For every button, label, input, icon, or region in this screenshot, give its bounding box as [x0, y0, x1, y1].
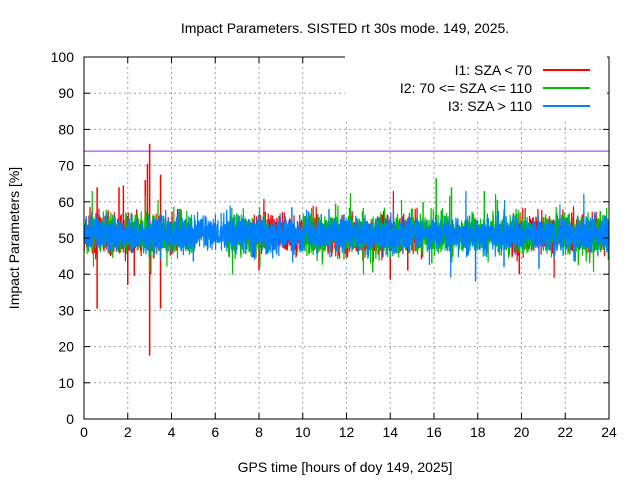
x-tick-label: 10 — [295, 424, 311, 440]
axis-ticks: 0 2 4 6 8 10 12 14 16 18 20 22 240102030405060708090… — [51, 49, 617, 440]
series-layer — [83, 143, 610, 356]
x-tick-label: 4 — [168, 424, 176, 440]
legend: I1: SZA < 70 I2: 70 <= SZA <= 110 I3: SZA … — [345, 56, 607, 119]
y-tick-label: 20 — [58, 339, 74, 355]
series-3 — [83, 190, 610, 282]
y-tick-label: 100 — [51, 49, 75, 65]
x-tick-label: 22 — [557, 424, 573, 440]
x-tick-label: 18 — [470, 424, 486, 440]
x-tick-label: 0 — [80, 424, 88, 440]
x-tick-label: 8 — [255, 424, 263, 440]
x-tick-label: 24 — [601, 424, 617, 440]
y-tick-label: 70 — [58, 158, 74, 174]
chart-title: Impact Parameters. SISTED rt 30s mode. 1… — [181, 20, 509, 36]
x-tick-label: 6 — [211, 424, 219, 440]
series-line — [83, 190, 610, 275]
y-axis-label: Impact Parameters [%] — [6, 167, 22, 309]
legend-label-3: I3: SZA > 110 — [448, 98, 532, 114]
x-tick-label: 12 — [339, 424, 355, 440]
y-tick-label: 90 — [58, 85, 74, 101]
y-tick-label: 10 — [58, 375, 74, 391]
x-tick-label: 16 — [426, 424, 442, 440]
x-tick-label: 14 — [382, 424, 398, 440]
y-tick-label: 60 — [58, 194, 74, 210]
legend-label-1: I1: SZA < 70 — [455, 62, 533, 78]
x-tick-label: 2 — [124, 424, 132, 440]
y-tick-label: 80 — [58, 121, 74, 137]
legend-label-2: I2: 70 <= SZA <= 110 — [400, 80, 532, 96]
x-axis-label: GPS time [hours of doy 149, 2025] — [238, 459, 453, 475]
y-tick-label: 30 — [58, 302, 74, 318]
x-tick-label: 20 — [514, 424, 530, 440]
y-tick-label: 40 — [58, 266, 74, 282]
series-line — [83, 190, 610, 278]
y-tick-label: 0 — [66, 411, 74, 427]
y-tick-label: 50 — [58, 230, 74, 246]
